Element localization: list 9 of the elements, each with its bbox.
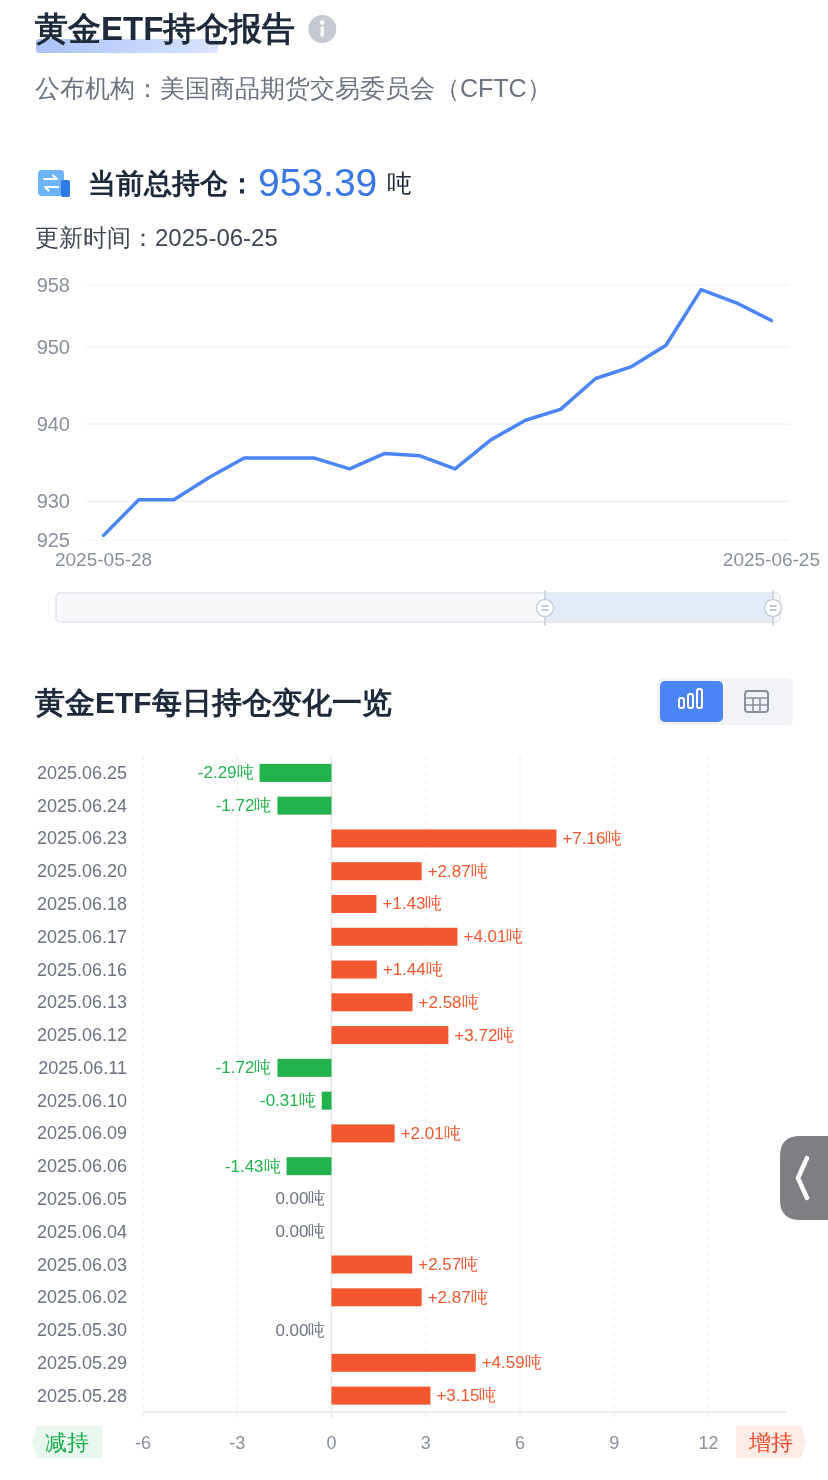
annotation: 更新时间：2025-06-25: [35, 223, 278, 251]
subtitle: 公布机构：美国商品期货交易委员会（CFTC）: [35, 74, 552, 102]
annotation: 当前总持仓：: [88, 167, 256, 199]
annotation: 953.39: [258, 160, 378, 204]
title: 黄金ETF每日持仓变化一览: [35, 685, 392, 719]
annotation: 吨: [387, 169, 413, 197]
annotation: 减持: [32, 1426, 102, 1458]
annotation: 增持: [736, 1426, 806, 1458]
title: 黄金ETF持仓报告: [35, 9, 296, 53]
